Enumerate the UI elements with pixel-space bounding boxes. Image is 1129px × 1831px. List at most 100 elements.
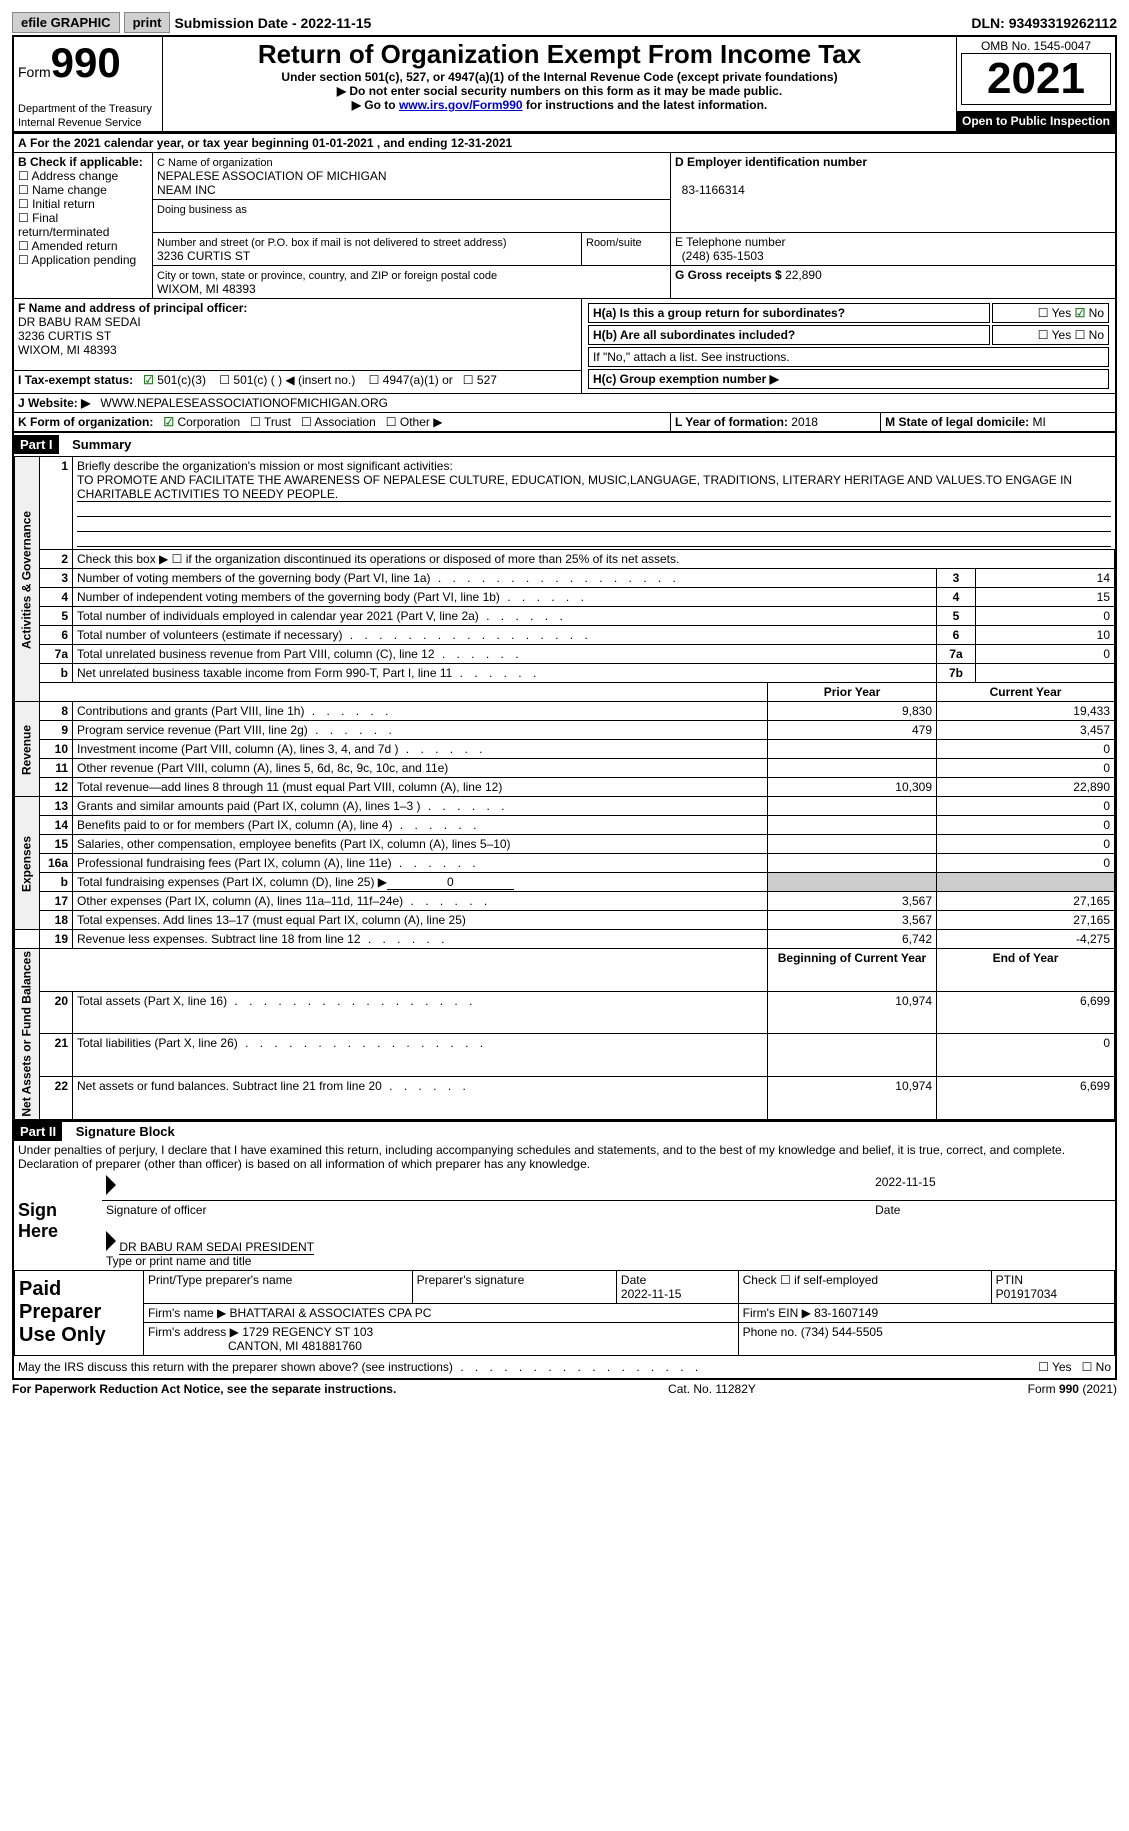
cb-assoc[interactable]: Association bbox=[301, 415, 376, 429]
state-domicile: MI bbox=[1033, 415, 1046, 429]
officer-name: DR BABU RAM SEDAI bbox=[18, 315, 141, 329]
col-prior: Prior Year bbox=[768, 683, 937, 702]
discuss-yes[interactable]: Yes bbox=[1038, 1360, 1071, 1374]
l12-p: 10,309 bbox=[768, 778, 937, 797]
l6-box: 6 bbox=[937, 626, 976, 645]
vert-expenses: Expenses bbox=[15, 797, 40, 930]
cb-initial-return[interactable]: Initial return bbox=[18, 197, 95, 211]
sig-date-value: 2022-11-15 bbox=[871, 1173, 1115, 1201]
ha-no[interactable]: No bbox=[1075, 306, 1104, 320]
cb-501c[interactable]: 501(c) ( ) ◀ (insert no.) bbox=[219, 373, 355, 387]
f-label: F Name and address of principal officer: bbox=[18, 301, 247, 315]
part1-header: Part I bbox=[14, 435, 59, 454]
hb-label: H(b) Are all subordinates included? bbox=[593, 328, 795, 342]
l10-text: Investment income (Part VIII, column (A)… bbox=[77, 742, 486, 756]
l15-text: Salaries, other compensation, employee b… bbox=[77, 837, 511, 851]
sig-arrow-icon bbox=[106, 1175, 116, 1195]
l-label: L Year of formation: bbox=[675, 415, 788, 429]
part2-title: Signature Block bbox=[66, 1124, 175, 1139]
sig-arrow2-icon bbox=[106, 1231, 116, 1251]
l8-p: 9,830 bbox=[768, 702, 937, 721]
l4-box: 4 bbox=[937, 588, 976, 607]
hb-no[interactable]: No bbox=[1075, 328, 1104, 342]
l11-c: 0 bbox=[937, 759, 1115, 778]
l19-c: -4,275 bbox=[937, 930, 1115, 949]
cb-4947[interactable]: 4947(a)(1) or bbox=[369, 373, 453, 387]
cb-app-pending[interactable]: Application pending bbox=[18, 253, 136, 267]
website-value: WWW.NEPALESEASSOCIATIONOFMICHIGAN.ORG bbox=[100, 396, 388, 410]
l18-text: Total expenses. Add lines 13–17 (must eq… bbox=[77, 913, 466, 927]
cb-other[interactable]: Other ▶ bbox=[386, 415, 443, 429]
print-button[interactable]: print bbox=[124, 12, 171, 33]
firm-phone: (734) 544-5505 bbox=[801, 1325, 883, 1339]
l4-text: Number of independent voting members of … bbox=[77, 590, 588, 604]
hc-label: H(c) Group exemption number ▶ bbox=[593, 372, 779, 386]
l22-p: 10,974 bbox=[768, 1076, 937, 1119]
l7b-val bbox=[976, 664, 1115, 683]
l8-c: 19,433 bbox=[937, 702, 1115, 721]
footer-right: Form 990 (2021) bbox=[1028, 1382, 1117, 1396]
subtitle-3: Go to www.irs.gov/Form990 for instructio… bbox=[167, 98, 952, 112]
dln-label: DLN: bbox=[971, 15, 1004, 31]
vert-governance: Activities & Governance bbox=[15, 457, 40, 702]
q2-text: Check this box ▶ ☐ if the organization d… bbox=[73, 550, 1115, 569]
efile-button[interactable]: efile GRAPHIC bbox=[12, 12, 120, 33]
e-label: E Telephone number bbox=[675, 235, 786, 249]
cb-corp[interactable]: Corporation bbox=[163, 415, 240, 429]
l3-box: 3 bbox=[937, 569, 976, 588]
ha-yes[interactable]: Yes bbox=[1038, 306, 1071, 320]
l11-p bbox=[768, 759, 937, 778]
hb-yes[interactable]: Yes bbox=[1038, 328, 1071, 342]
officer-print-name: DR BABU RAM SEDAI PRESIDENT bbox=[119, 1240, 314, 1255]
org-name-2: NEAM INC bbox=[157, 183, 216, 197]
l16a-text: Professional fundraising fees (Part IX, … bbox=[77, 856, 480, 870]
l7a-text: Total unrelated business revenue from Pa… bbox=[77, 647, 523, 661]
cb-name-change[interactable]: Name change bbox=[18, 183, 107, 197]
l17-c: 27,165 bbox=[937, 892, 1115, 911]
cb-amended[interactable]: Amended return bbox=[18, 239, 118, 253]
l5-box: 5 bbox=[937, 607, 976, 626]
date-label: Date bbox=[871, 1200, 1115, 1270]
l15-c: 0 bbox=[937, 835, 1115, 854]
l20-p: 10,974 bbox=[768, 991, 937, 1034]
g-label: G Gross receipts $ bbox=[675, 268, 782, 282]
cb-address-change[interactable]: Address change bbox=[18, 169, 118, 183]
cb-527[interactable]: 527 bbox=[463, 373, 497, 387]
paid-preparer-label: Paid Preparer Use Only bbox=[15, 1270, 144, 1355]
l10-p bbox=[768, 740, 937, 759]
ptin-label: PTIN bbox=[996, 1273, 1023, 1287]
vert-netassets: Net Assets or Fund Balances bbox=[15, 949, 40, 1120]
c-label: C Name of organization bbox=[157, 157, 273, 169]
l4-val: 15 bbox=[976, 588, 1115, 607]
vert-revenue: Revenue bbox=[15, 702, 40, 797]
k-label: K Form of organization: bbox=[18, 415, 153, 429]
gross-receipts: 22,890 bbox=[785, 268, 822, 282]
footer-mid: Cat. No. 11282Y bbox=[668, 1382, 756, 1396]
dba-label: Doing business as bbox=[157, 204, 247, 216]
form-word: Form bbox=[18, 64, 51, 80]
h-note: If "No," attach a list. See instructions… bbox=[588, 347, 1109, 367]
street-label: Number and street (or P.O. box if mail i… bbox=[157, 237, 507, 249]
irs-link[interactable]: www.irs.gov/Form990 bbox=[399, 98, 523, 112]
identification-block: A For the 2021 calendar year, or tax yea… bbox=[12, 133, 1117, 433]
l9-text: Program service revenue (Part VIII, line… bbox=[77, 723, 396, 737]
l22-text: Net assets or fund balances. Subtract li… bbox=[77, 1079, 470, 1093]
subtitle-2: Do not enter social security numbers on … bbox=[167, 84, 952, 98]
check-self-employed[interactable]: Check ☐ if self-employed bbox=[738, 1270, 991, 1303]
l14-p bbox=[768, 816, 937, 835]
discuss-no[interactable]: No bbox=[1082, 1360, 1111, 1374]
type-name-label: Type or print name and title bbox=[106, 1254, 251, 1268]
cb-501c3[interactable]: 501(c)(3) bbox=[143, 373, 206, 387]
firm-name: BHATTARAI & ASSOCIATES CPA PC bbox=[230, 1306, 432, 1320]
col-current: Current Year bbox=[937, 683, 1115, 702]
cb-trust[interactable]: Trust bbox=[250, 415, 291, 429]
b-label: B Check if applicable: bbox=[18, 155, 143, 169]
l17-text: Other expenses (Part IX, column (A), lin… bbox=[77, 894, 491, 908]
l7b-box: 7b bbox=[937, 664, 976, 683]
line-a: A For the 2021 calendar year, or tax yea… bbox=[13, 134, 1116, 153]
officer-street: 3236 CURTIS ST bbox=[18, 329, 111, 343]
cb-final-return[interactable]: Final return/terminated bbox=[18, 211, 109, 239]
firm-addr2: CANTON, MI 481881760 bbox=[228, 1339, 362, 1353]
form-number: 990 bbox=[51, 39, 121, 86]
ein-value: 83-1166314 bbox=[682, 183, 745, 197]
